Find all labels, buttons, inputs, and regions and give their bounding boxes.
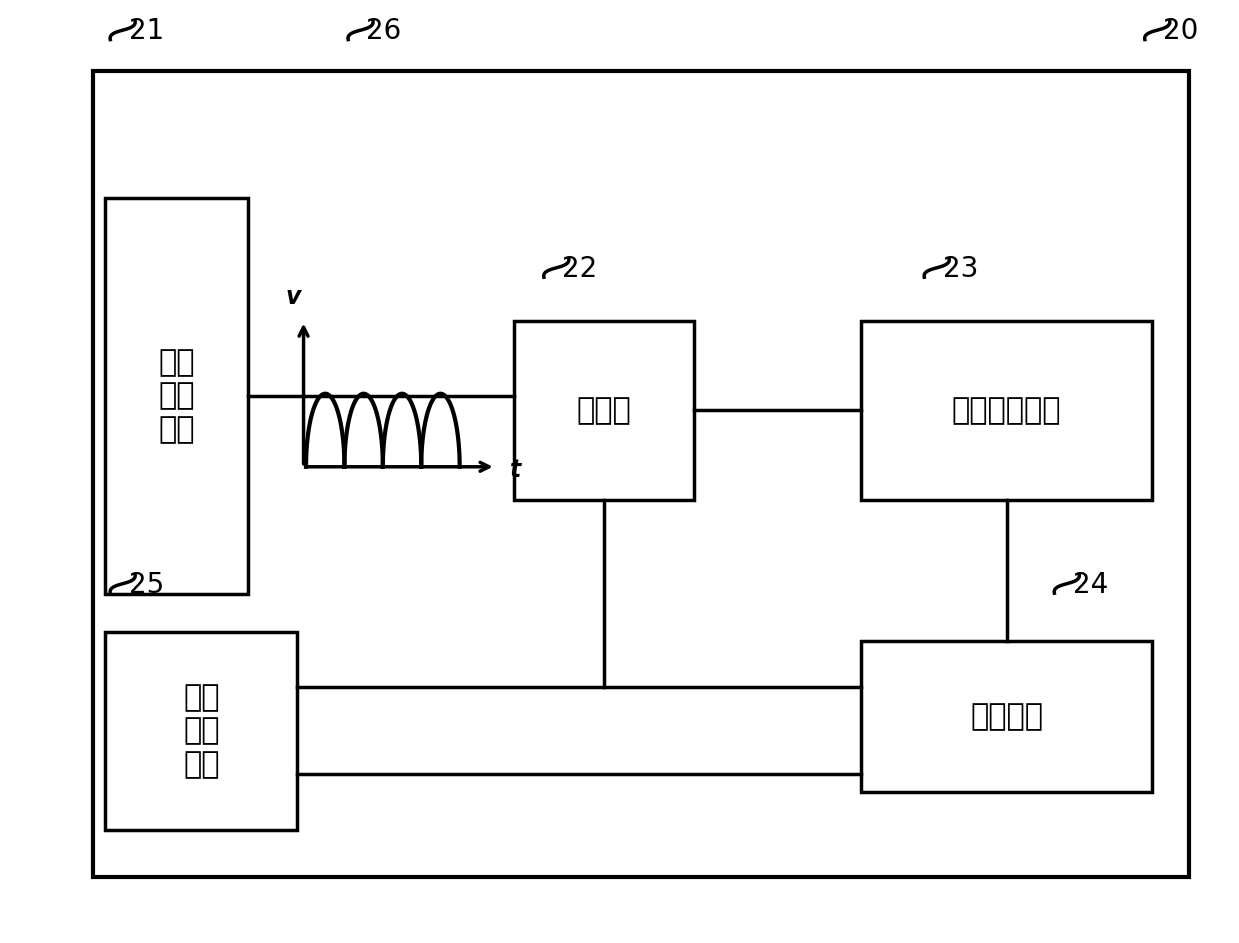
Bar — [861, 321, 1152, 500]
Text: 反馈电路: 反馈电路 — [970, 703, 1043, 731]
Text: 24: 24 — [1073, 571, 1108, 599]
Text: 21: 21 — [129, 17, 164, 45]
Text: 22: 22 — [563, 255, 597, 283]
Text: v: v — [286, 286, 301, 309]
Text: 26: 26 — [367, 17, 401, 45]
Bar — [105, 198, 248, 594]
Text: 20: 20 — [1163, 17, 1198, 45]
Text: 23: 23 — [943, 255, 978, 283]
Bar — [93, 71, 1189, 877]
Text: 变压器: 变压器 — [576, 396, 632, 424]
Bar — [514, 321, 694, 500]
Text: 25: 25 — [129, 571, 164, 599]
Text: t: t — [510, 457, 522, 482]
Text: 第一
转换
电路: 第一 转换 电路 — [159, 348, 195, 444]
Bar — [861, 641, 1152, 792]
Bar — [105, 632, 297, 830]
Text: 第二转换电路: 第二转换电路 — [952, 396, 1062, 424]
Text: 开关
控制
单元: 开关 控制 单元 — [183, 683, 219, 779]
